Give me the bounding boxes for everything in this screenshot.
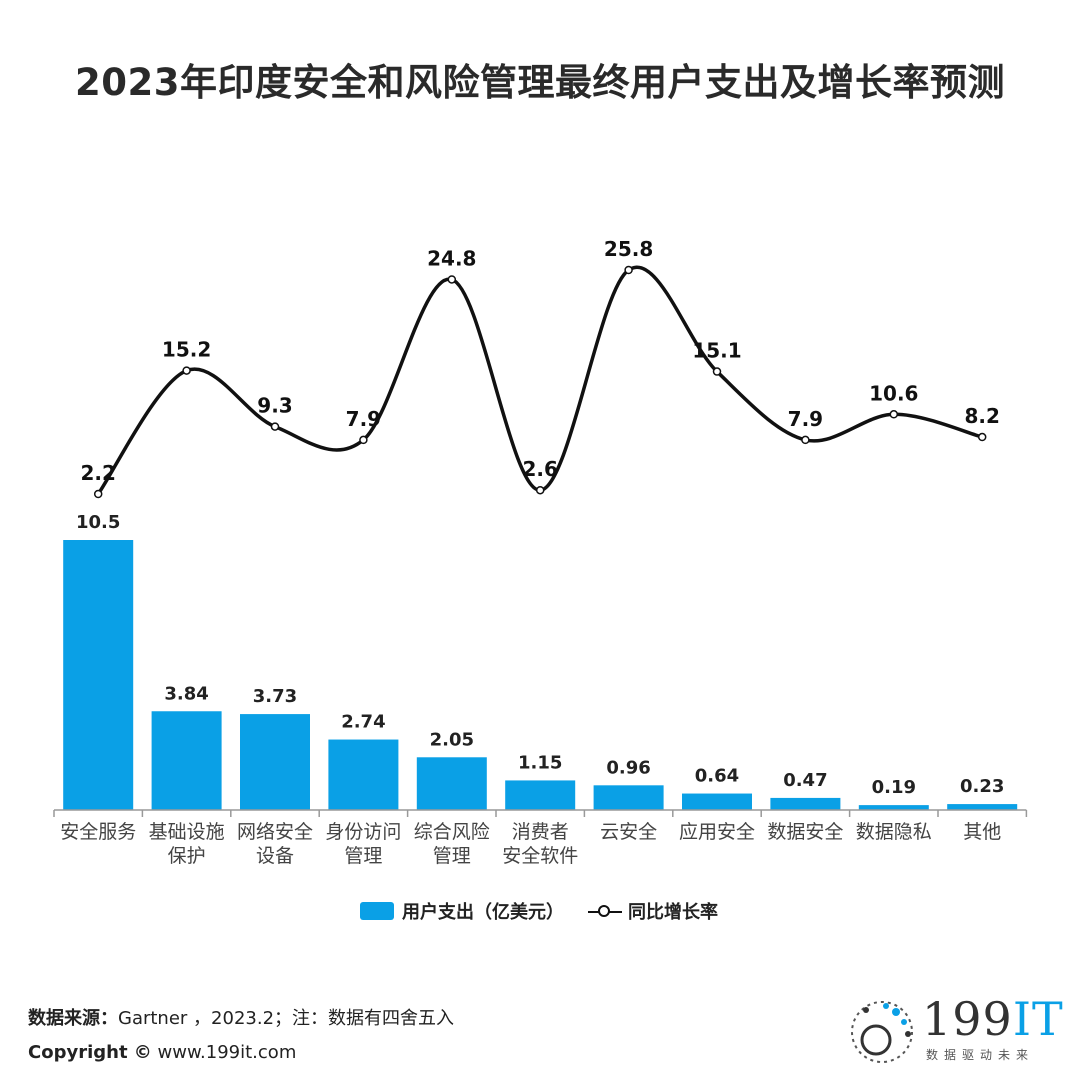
bar-2 (240, 714, 310, 810)
bar-value-label-7: 0.64 (695, 766, 739, 787)
category-label-3-1: 管理 (344, 845, 382, 867)
source-text: Gartner ，2023.2；注：数据有四舍五入 (118, 1008, 455, 1029)
category-label-5-0: 消费者 (512, 821, 569, 843)
bar-0 (63, 540, 134, 810)
category-label-9: 数据隐私 (856, 821, 932, 843)
growth-value-label-5: 2.6 (522, 457, 557, 481)
bar-value-label-8: 0.47 (783, 770, 827, 791)
legend-line-marker (588, 902, 622, 920)
category-label-4-1: 管理 (433, 845, 471, 867)
growth-value-label-4: 24.8 (427, 246, 476, 270)
growth-point-6 (624, 265, 633, 275)
footer: 数据来源：Gartner ，2023.2；注：数据有四舍五入 Copyright… (28, 1002, 454, 1070)
growth-point-2 (270, 422, 280, 431)
growth-value-label-3: 7.9 (346, 407, 381, 431)
legend-line-label: 同比增长率 (628, 902, 718, 923)
bar-value-label-10: 0.23 (960, 776, 1004, 797)
brand-slogan: 数据驱动未来 (926, 1048, 1035, 1062)
growth-point-7 (712, 367, 722, 376)
bar-9 (858, 805, 929, 810)
category-label-4-0: 综合风险 (414, 821, 490, 843)
growth-value-label-6: 25.8 (604, 237, 653, 261)
bar-8 (770, 797, 841, 810)
brand-name-it: IT (1012, 992, 1064, 1046)
bar-7 (682, 793, 752, 810)
bar-value-label-2: 3.73 (253, 686, 297, 707)
growth-point-5 (535, 485, 545, 495)
brand-name: 199IT (922, 992, 1064, 1046)
category-label-2-1: 设备 (256, 845, 294, 867)
category-label-1-1: 保护 (168, 845, 206, 867)
growth-point-0 (93, 489, 103, 499)
brand-dots-icon (851, 1001, 913, 1063)
source-label: 数据来源： (28, 1008, 118, 1029)
bar-4 (416, 757, 487, 810)
bar-6 (593, 785, 664, 810)
bar-3 (328, 739, 399, 810)
growth-point-8 (801, 435, 810, 445)
growth-point-10 (977, 432, 987, 442)
category-label-7: 应用安全 (679, 821, 755, 843)
growth-value-label-1: 15.2 (162, 338, 211, 362)
brand-logo: 199IT 数据驱动未来 (840, 992, 1063, 1072)
growth-value-label-9: 10.6 (869, 381, 918, 405)
brand-name-number: 199 (922, 992, 1013, 1046)
growth-value-label-8: 7.9 (788, 407, 823, 431)
bar-value-label-4: 2.05 (430, 729, 474, 750)
bar-5 (505, 780, 576, 810)
growth-point-1 (182, 366, 191, 375)
legend-bar-label: 用户支出（亿美元） (402, 902, 564, 923)
page-title: 2023年印度安全和风险管理最终用户支出及增长率预测 (75, 61, 1005, 104)
category-label-2-0: 网络安全 (237, 821, 313, 843)
copyright-line: Copyright © www.199it.com (28, 1036, 454, 1070)
bar-1 (151, 711, 222, 810)
growth-value-label-7: 15.1 (692, 339, 741, 363)
copyright-link[interactable]: www.199it.com (151, 1042, 297, 1063)
growth-value-label-0: 2.2 (80, 461, 115, 485)
chart: 10.5 3.84 3.73 2.74 2.05 1.15 0.96 0.64 0.47 0.19… (53, 237, 1028, 867)
category-label-8: 数据安全 (767, 821, 843, 843)
legend: 用户支出（亿美元） 同比增长率 (360, 898, 718, 924)
growth-point-4 (447, 275, 457, 284)
bar-value-label-6: 0.96 (606, 757, 650, 778)
category-label-0: 安全服务 (60, 821, 136, 843)
growth-point-9 (889, 410, 899, 419)
legend-bar-swatch (360, 902, 394, 920)
bar-value-label-0: 10.5 (76, 512, 120, 533)
category-label-1-0: 基础设施 (149, 821, 225, 843)
bar-value-label-1: 3.84 (164, 683, 208, 704)
growth-point-3 (359, 435, 368, 445)
category-label-6: 云安全 (600, 821, 657, 843)
source-line: 数据来源：Gartner ，2023.2；注：数据有四舍五入 (28, 1002, 454, 1036)
bar-10 (947, 804, 1018, 810)
bar-value-label-3: 2.74 (341, 712, 385, 733)
bar-value-label-9: 0.19 (872, 777, 916, 798)
copyright-label: Copyright © (28, 1042, 152, 1063)
category-label-10: 其他 (963, 821, 1001, 843)
growth-value-label-2: 9.3 (257, 394, 292, 418)
bar-value-label-5: 1.15 (518, 752, 562, 773)
growth-value-label-10: 8.2 (964, 404, 999, 428)
category-label-3-0: 身份访问 (325, 821, 401, 843)
category-label-5-1: 安全软件 (502, 845, 578, 867)
